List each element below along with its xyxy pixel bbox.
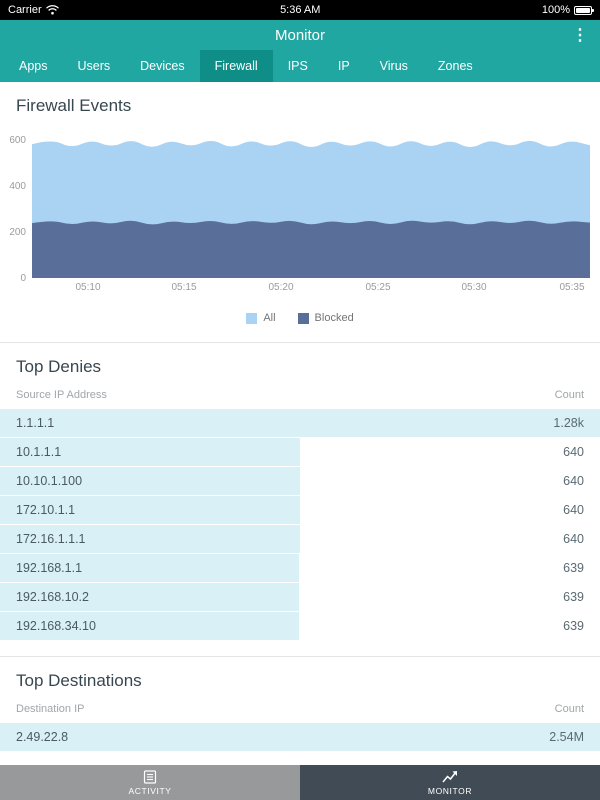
bottom-tab-label: MONITOR: [427, 785, 473, 796]
value-bar: [0, 467, 300, 495]
area-chart: [32, 140, 590, 278]
top-destinations-table: 2.49.22.8 2.54M: [0, 723, 600, 751]
clock: 5:36 AM: [280, 4, 321, 16]
x-axis-tick: 05:15: [171, 282, 197, 293]
tab-devices[interactable]: Devices: [140, 59, 185, 73]
x-axis-tick: 05:25: [365, 282, 391, 293]
legend-label: All: [263, 312, 276, 324]
column-header-destination-ip: Destination IP: [16, 703, 85, 715]
top-denies-table: 1.1.1.1 1.28k 10.1.1.1 640 10.10.1.100 640 172…: [0, 409, 600, 640]
tab-zones[interactable]: Zones: [437, 59, 473, 73]
battery-percent: 100%: [541, 4, 570, 16]
battery-icon: [574, 5, 594, 15]
ip-address: 1.1.1.1: [16, 416, 55, 430]
tab-bar: Apps Users Devices Firewall IPS IP Virus Zones: [0, 50, 600, 82]
tab-users[interactable]: Users: [77, 59, 111, 73]
table-row[interactable]: 1.1.1.1 1.28k: [0, 409, 600, 437]
table-row[interactable]: 192.168.1.1 639: [0, 554, 600, 582]
monitor-chart-icon: [442, 770, 457, 782]
count-value: 639: [563, 590, 584, 604]
bottom-tab-label: ACTIVITY: [128, 785, 172, 796]
table-row[interactable]: 172.10.1.1 640: [0, 496, 600, 524]
section-divider: [0, 342, 600, 343]
nav-bar: Monitor ⋮: [0, 20, 600, 50]
ip-address: 192.168.10.2: [16, 590, 89, 604]
section-title-top-denies: Top Denies: [16, 357, 102, 376]
value-bar: [0, 438, 300, 466]
status-bar: Carrier 5:36 AM 100%: [0, 0, 600, 20]
value-bar: [0, 554, 300, 582]
ip-address: 2.49.22.8: [16, 730, 69, 744]
kebab-menu-icon[interactable]: ⋮: [572, 27, 588, 44]
count-value: 640: [563, 503, 584, 517]
chart-legend: All Blocked: [0, 310, 600, 326]
value-bar: [0, 583, 300, 611]
table-row[interactable]: 10.1.1.1 640: [0, 438, 600, 466]
count-value: 640: [563, 532, 584, 546]
count-value: 640: [563, 445, 584, 459]
ip-address: 10.10.1.100: [16, 474, 83, 488]
tab-ip[interactable]: IP: [337, 59, 350, 73]
ip-address: 172.10.1.1: [16, 503, 76, 517]
legend-label: Blocked: [314, 312, 354, 324]
wifi-icon: [45, 5, 59, 15]
y-axis-tick: 600: [9, 135, 26, 146]
top-destinations-header: Destination IP Count: [0, 697, 600, 723]
series-blocked: [32, 220, 590, 278]
top-denies-header: Source IP Address Count: [0, 383, 600, 409]
table-row[interactable]: 192.168.10.2 639: [0, 583, 600, 611]
ip-address: 192.168.34.10: [16, 619, 96, 633]
activity-list-icon: [143, 769, 157, 784]
column-header-count: Count: [554, 389, 584, 401]
bottom-tab-monitor[interactable]: MONITOR: [300, 765, 600, 800]
section-title-firewall-events: Firewall Events: [16, 96, 132, 115]
legend-item-blocked[interactable]: Blocked: [297, 312, 354, 324]
tab-virus[interactable]: Virus: [379, 59, 408, 73]
count-value: 2.54M: [549, 730, 584, 744]
bottom-tab-activity[interactable]: ACTIVITY: [0, 765, 300, 800]
x-axis-tick: 05:30: [461, 282, 487, 293]
page-title: Monitor: [274, 26, 326, 44]
value-bar: [0, 409, 600, 437]
count-value: 640: [563, 474, 584, 488]
count-value: 639: [563, 619, 584, 633]
y-axis-tick: 400: [9, 181, 26, 192]
x-axis-tick: 05:35: [559, 282, 585, 293]
y-axis-tick: 0: [20, 273, 26, 284]
table-row[interactable]: 2.49.22.8 2.54M: [0, 723, 600, 751]
value-bar: [0, 496, 300, 524]
ip-address: 172.16.1.1.1: [16, 532, 86, 546]
table-row[interactable]: 172.16.1.1.1 640: [0, 525, 600, 553]
y-axis-tick: 200: [9, 227, 26, 238]
chart-x-axis: 05:10 05:15 05:20 05:25 05:30 05:35: [0, 282, 590, 300]
count-value: 639: [563, 561, 584, 575]
table-row[interactable]: 10.10.1.100 640: [0, 467, 600, 495]
ip-address: 192.168.1.1: [16, 561, 83, 575]
bottom-tab-bar: ACTIVITY MONITOR: [0, 765, 600, 800]
section-divider: [0, 656, 600, 657]
x-axis-tick: 05:20: [268, 282, 294, 293]
main-content: Firewall Events 0 200 400 600 05:10 05:15 05:…: [0, 82, 600, 765]
tab-firewall[interactable]: Firewall: [199, 50, 273, 82]
legend-swatch: [297, 312, 309, 324]
value-bar: [0, 612, 300, 640]
ip-address: 10.1.1.1: [16, 445, 62, 459]
legend-item-all[interactable]: All: [246, 312, 276, 324]
carrier-label: Carrier: [8, 4, 42, 16]
tab-ips[interactable]: IPS: [287, 59, 308, 73]
column-header-source-ip: Source IP Address: [16, 389, 107, 401]
value-bar: [0, 723, 600, 751]
value-bar: [0, 525, 300, 553]
legend-swatch: [246, 312, 258, 324]
section-title-top-destinations: Top Destinations: [16, 671, 142, 690]
firewall-events-chart: 0 200 400 600: [0, 128, 590, 284]
count-value: 1.28k: [553, 416, 584, 430]
tab-apps[interactable]: Apps: [19, 59, 48, 73]
x-axis-tick: 05:10: [75, 282, 101, 293]
table-row[interactable]: 192.168.34.10 639: [0, 612, 600, 640]
column-header-count: Count: [554, 703, 584, 715]
